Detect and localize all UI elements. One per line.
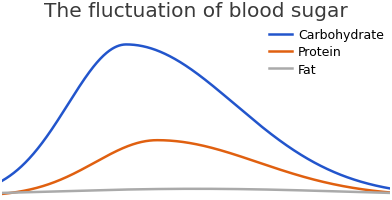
Carbohydrate bbox=[39, 143, 44, 145]
Protein bbox=[310, 178, 314, 180]
Fat bbox=[171, 188, 175, 190]
Protein bbox=[388, 191, 392, 194]
Legend: Carbohydrate, Protein, Fat: Carbohydrate, Protein, Fat bbox=[269, 29, 384, 76]
Protein bbox=[267, 165, 271, 167]
Line: Protein: Protein bbox=[2, 140, 390, 194]
Carbohydrate bbox=[0, 180, 4, 182]
Fat bbox=[303, 189, 307, 192]
Fat bbox=[0, 192, 4, 194]
Fat bbox=[267, 188, 271, 191]
Carbohydrate bbox=[267, 131, 271, 134]
Protein bbox=[155, 139, 160, 142]
Fat bbox=[388, 192, 392, 194]
Line: Carbohydrate: Carbohydrate bbox=[2, 45, 390, 188]
Fat bbox=[194, 188, 198, 190]
Fat bbox=[39, 191, 44, 193]
Protein bbox=[303, 176, 307, 178]
Carbohydrate bbox=[124, 44, 129, 46]
Line: Fat: Fat bbox=[2, 189, 390, 193]
Carbohydrate bbox=[310, 160, 314, 163]
Protein bbox=[39, 185, 44, 188]
Protein bbox=[157, 139, 162, 142]
Protein bbox=[171, 140, 176, 142]
Fat bbox=[156, 188, 161, 190]
Carbohydrate bbox=[388, 187, 392, 190]
Carbohydrate bbox=[171, 58, 176, 60]
Carbohydrate bbox=[157, 51, 162, 53]
Protein bbox=[0, 193, 4, 195]
Title: The fluctuation of blood sugar: The fluctuation of blood sugar bbox=[44, 2, 348, 21]
Fat bbox=[310, 189, 314, 192]
Carbohydrate bbox=[303, 156, 307, 159]
